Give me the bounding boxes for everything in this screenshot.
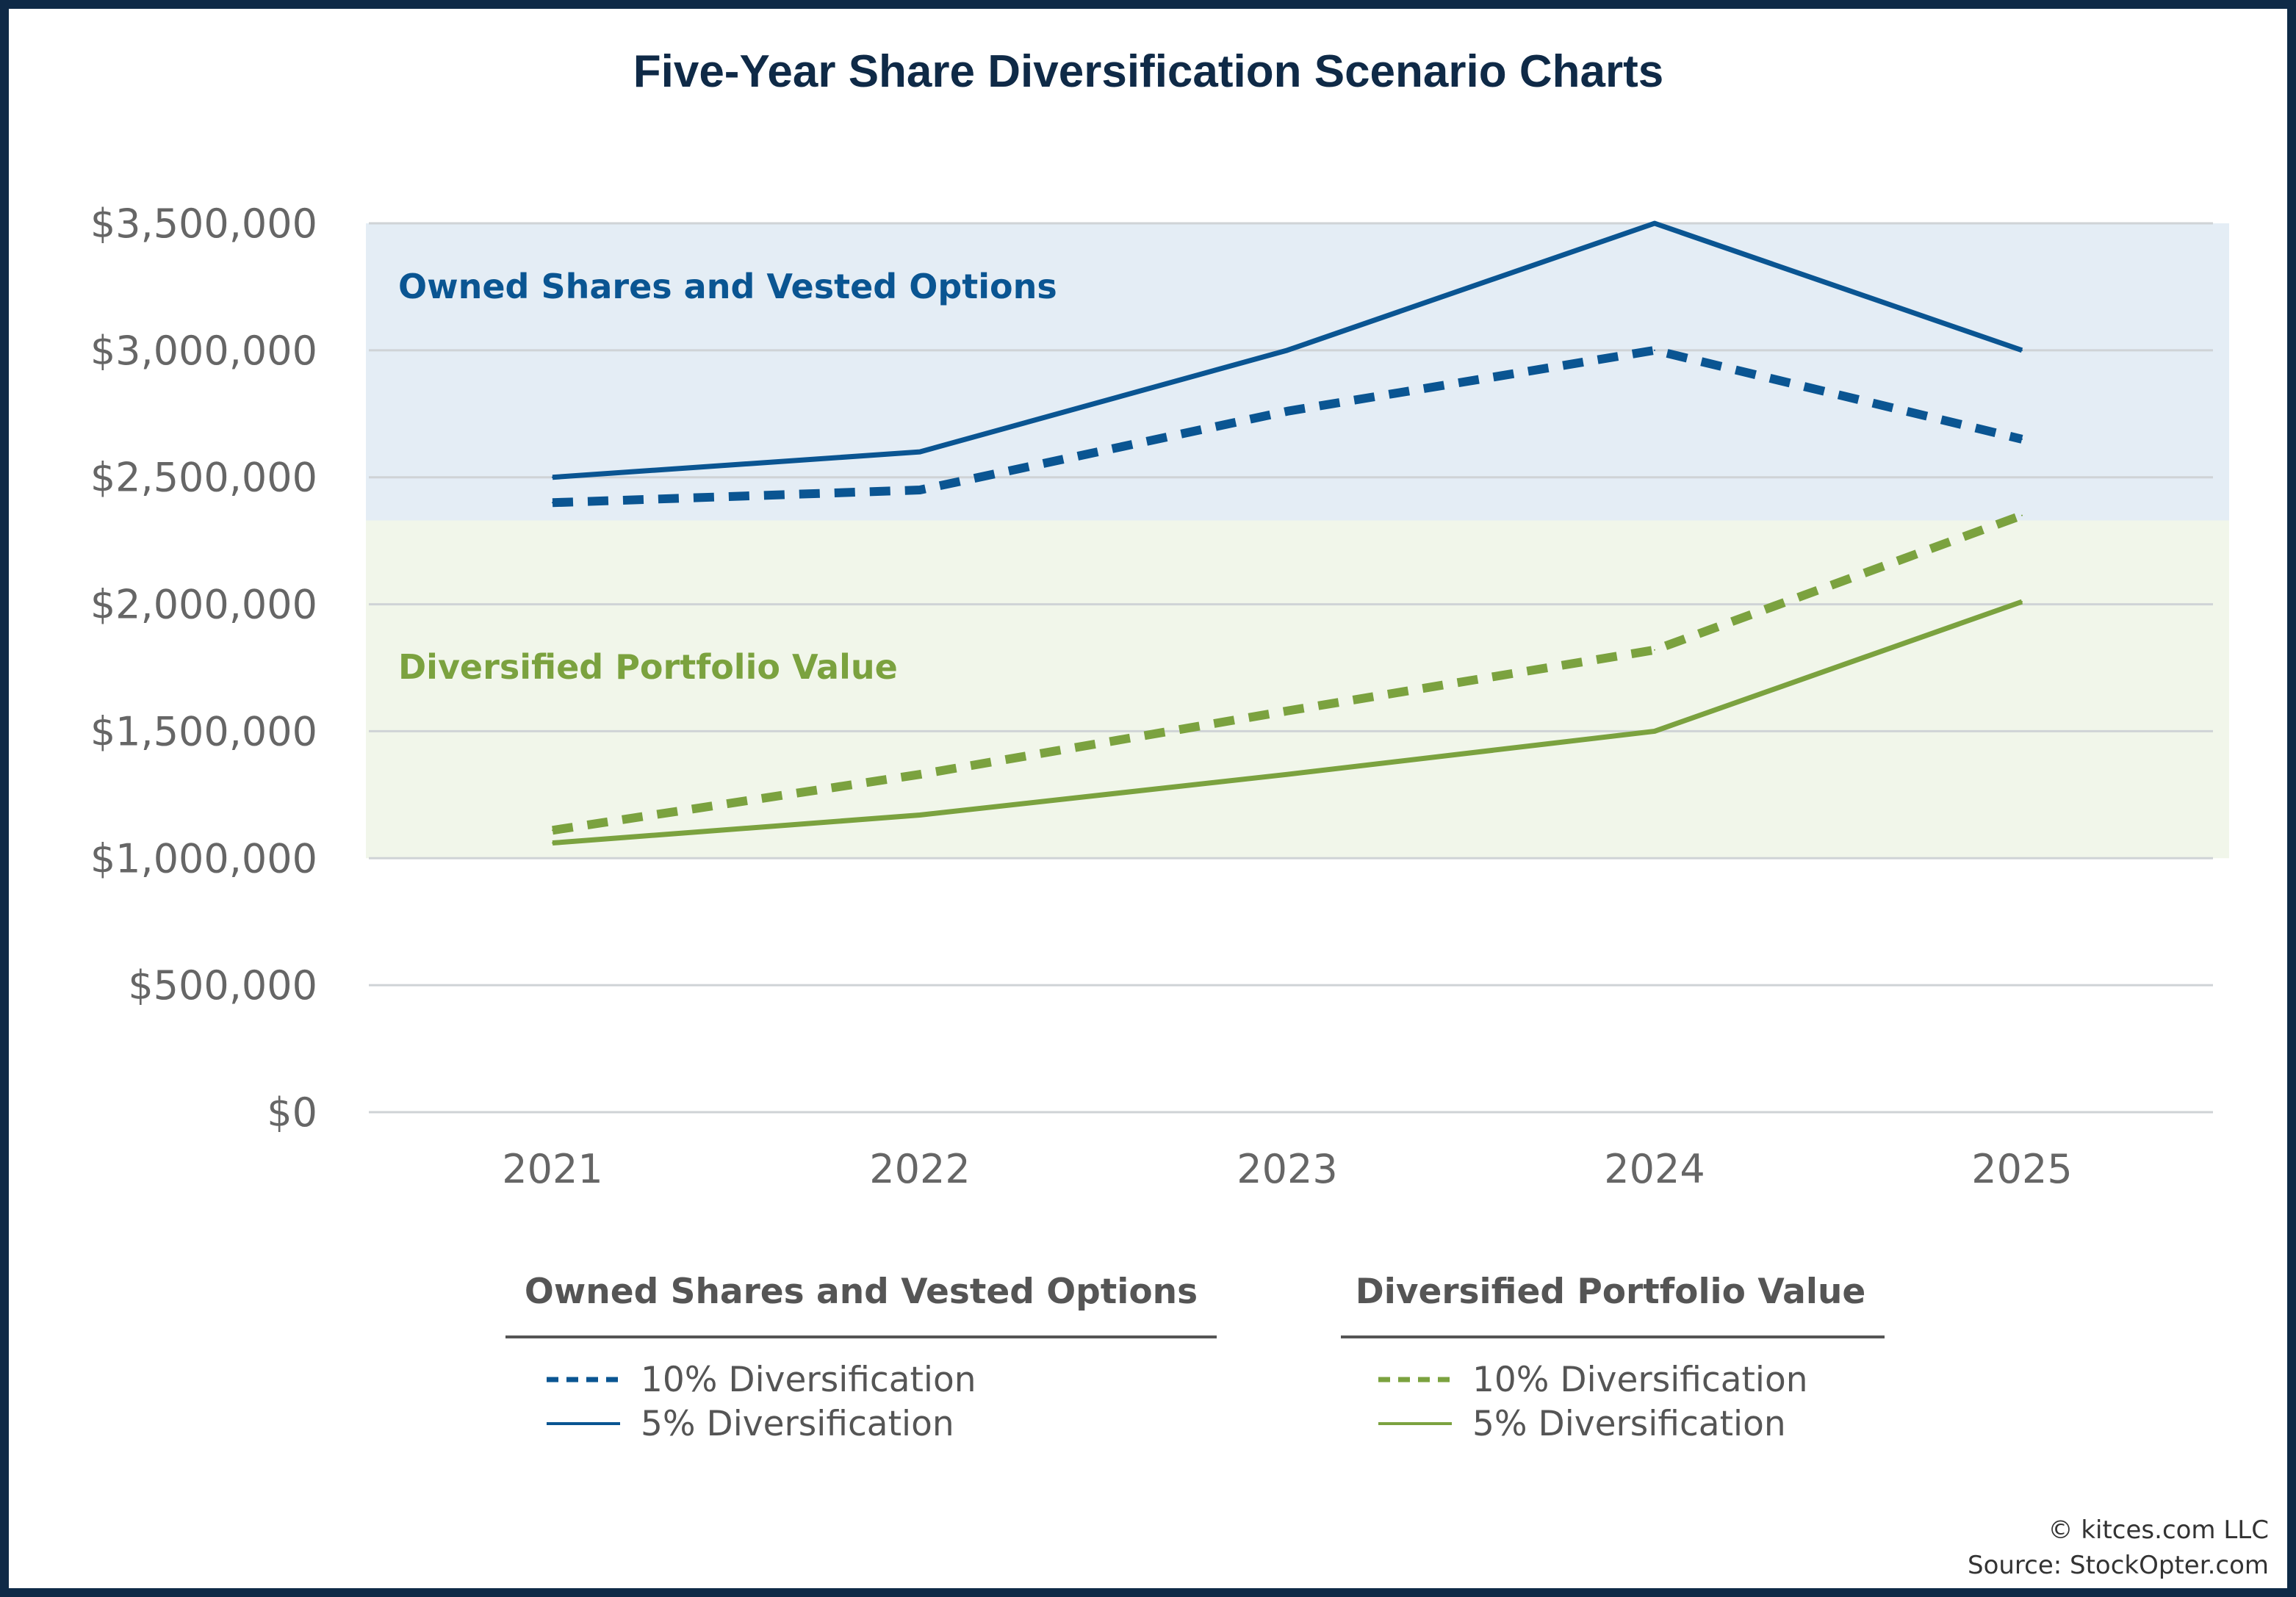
- y-axis: $0 $500,000 $1,000,000 $1,500,000 $2,000,000…: [90, 201, 317, 1136]
- region-labels: Owned Shares and Vested Options Diversifi…: [398, 267, 1057, 687]
- data-point: [919, 451, 921, 453]
- data-point: [1286, 349, 1288, 351]
- data-point: [1654, 730, 1655, 732]
- legend-item-label: 10% Diversification: [1472, 1360, 1808, 1400]
- region-band-1: [366, 520, 2229, 859]
- y-tick-label: $3,500,000: [90, 201, 317, 247]
- y-tick-label: $3,000,000: [90, 328, 317, 374]
- series-lines: [552, 220, 2024, 846]
- y-tick-label: $500,000: [128, 962, 317, 1009]
- legend-item-label: 5% Diversification: [641, 1404, 954, 1444]
- legend-item-label: 5% Diversification: [1472, 1404, 1786, 1444]
- data-point: [552, 502, 553, 504]
- y-tick-label: $0: [267, 1089, 317, 1136]
- data-point: [2021, 601, 2023, 603]
- legend-group-title: Diversified Portfolio Value: [1356, 1272, 1866, 1312]
- x-tick-label: 2022: [869, 1146, 970, 1192]
- region-bands: [366, 223, 2229, 859]
- x-tick-label: 2025: [1971, 1146, 2072, 1192]
- y-tick-label: $2,500,000: [90, 455, 317, 501]
- data-point: [2021, 438, 2023, 440]
- x-tick-label: 2023: [1237, 1146, 1337, 1192]
- gridlines: [369, 222, 2213, 1114]
- data-point: [1654, 649, 1655, 651]
- data-point: [1286, 774, 1288, 776]
- x-tick-label: 2024: [1604, 1146, 1705, 1192]
- data-point: [1286, 410, 1288, 412]
- y-tick-label: $1,000,000: [90, 835, 317, 882]
- data-point: [2021, 349, 2023, 351]
- data-point: [919, 774, 921, 776]
- region-label-0: Owned Shares and Vested Options: [398, 267, 1057, 306]
- data-point: [552, 842, 553, 844]
- x-axis: 2021 2022 2023 2024 2025: [502, 1146, 2072, 1192]
- legend: Owned Shares and Vested Options 10% Diver…: [505, 1272, 1885, 1444]
- y-tick-label: $2,000,000: [90, 582, 317, 628]
- legend-item-label: 10% Diversification: [641, 1360, 976, 1400]
- copyright-credit: © kitces.com LLC: [2048, 1515, 2269, 1545]
- data-point: [552, 829, 553, 832]
- data-point: [2021, 514, 2023, 516]
- data-point: [1654, 349, 1655, 351]
- data-point: [1286, 710, 1288, 712]
- x-tick-label: 2021: [502, 1146, 602, 1192]
- y-tick-label: $1,500,000: [90, 708, 317, 754]
- region-label-1: Diversified Portfolio Value: [398, 647, 898, 687]
- data-point: [919, 814, 921, 816]
- data-point: [552, 476, 553, 478]
- data-point: [1654, 223, 1655, 224]
- chart-title: Five-Year Share Diversification Scenario…: [633, 46, 1663, 97]
- data-point: [919, 489, 921, 491]
- source-credit: Source: StockOpter.com: [1968, 1551, 2269, 1580]
- legend-group-title: Owned Shares and Vested Options: [525, 1272, 1198, 1312]
